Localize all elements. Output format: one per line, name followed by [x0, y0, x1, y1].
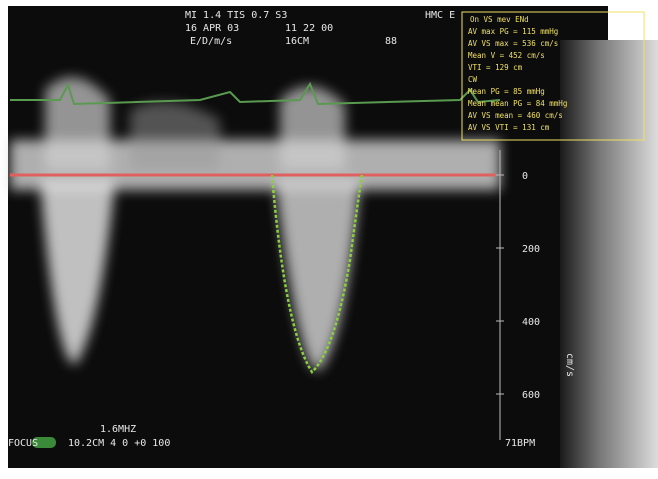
measurement-title: On VS mev ENd: [470, 15, 529, 24]
scale-label: 600: [522, 390, 540, 401]
measurement: AV VS mean = 460 cm/s: [468, 111, 563, 120]
settings: 10.2CM 4 0 +0 100: [68, 438, 170, 449]
measurement: AV max PG = 115 mmHg: [468, 27, 558, 36]
ultrasound-screen: MI 1.4 TIS 0.7 S3 HMC E 16 APR 03 11 22 …: [0, 0, 658, 475]
measurement: AV VS VTI = 131 cm: [468, 123, 550, 132]
bezel: [560, 40, 658, 468]
measurement: Mean V = 452 cm/s: [468, 51, 545, 60]
measurement: AV VS max = 536 cm/s: [468, 39, 558, 48]
heart-rate: 71BPM: [505, 438, 535, 449]
measurement: Mean mean PG = 84 mmHg: [468, 99, 567, 108]
measurement: CW: [468, 75, 478, 84]
measurement: Mean PG = 85 mmHg: [468, 87, 545, 96]
focus-label: FOCUS: [8, 438, 38, 449]
scale-unit: cm/s: [564, 353, 575, 377]
measurement: VTI = 129 cm: [468, 63, 523, 72]
header-text: MI 1.4 TIS 0.7 S3: [185, 10, 287, 21]
header-text: HMC E: [425, 10, 455, 21]
header-text: 16CM: [285, 36, 309, 47]
header-text: E/D/m/s: [190, 36, 232, 47]
header-text: 16 APR 03: [185, 23, 239, 34]
page: MI 1.4 TIS 0.7 S3 HMC E 16 APR 03 11 22 …: [0, 0, 658, 479]
frequency: 1.6MHZ: [100, 424, 136, 435]
scale-label: 0: [522, 171, 528, 182]
scale-label: 200: [522, 244, 540, 255]
header-text: 88: [385, 36, 397, 47]
scale-label: 400: [522, 317, 540, 328]
header-text: 11 22 00: [285, 23, 333, 34]
